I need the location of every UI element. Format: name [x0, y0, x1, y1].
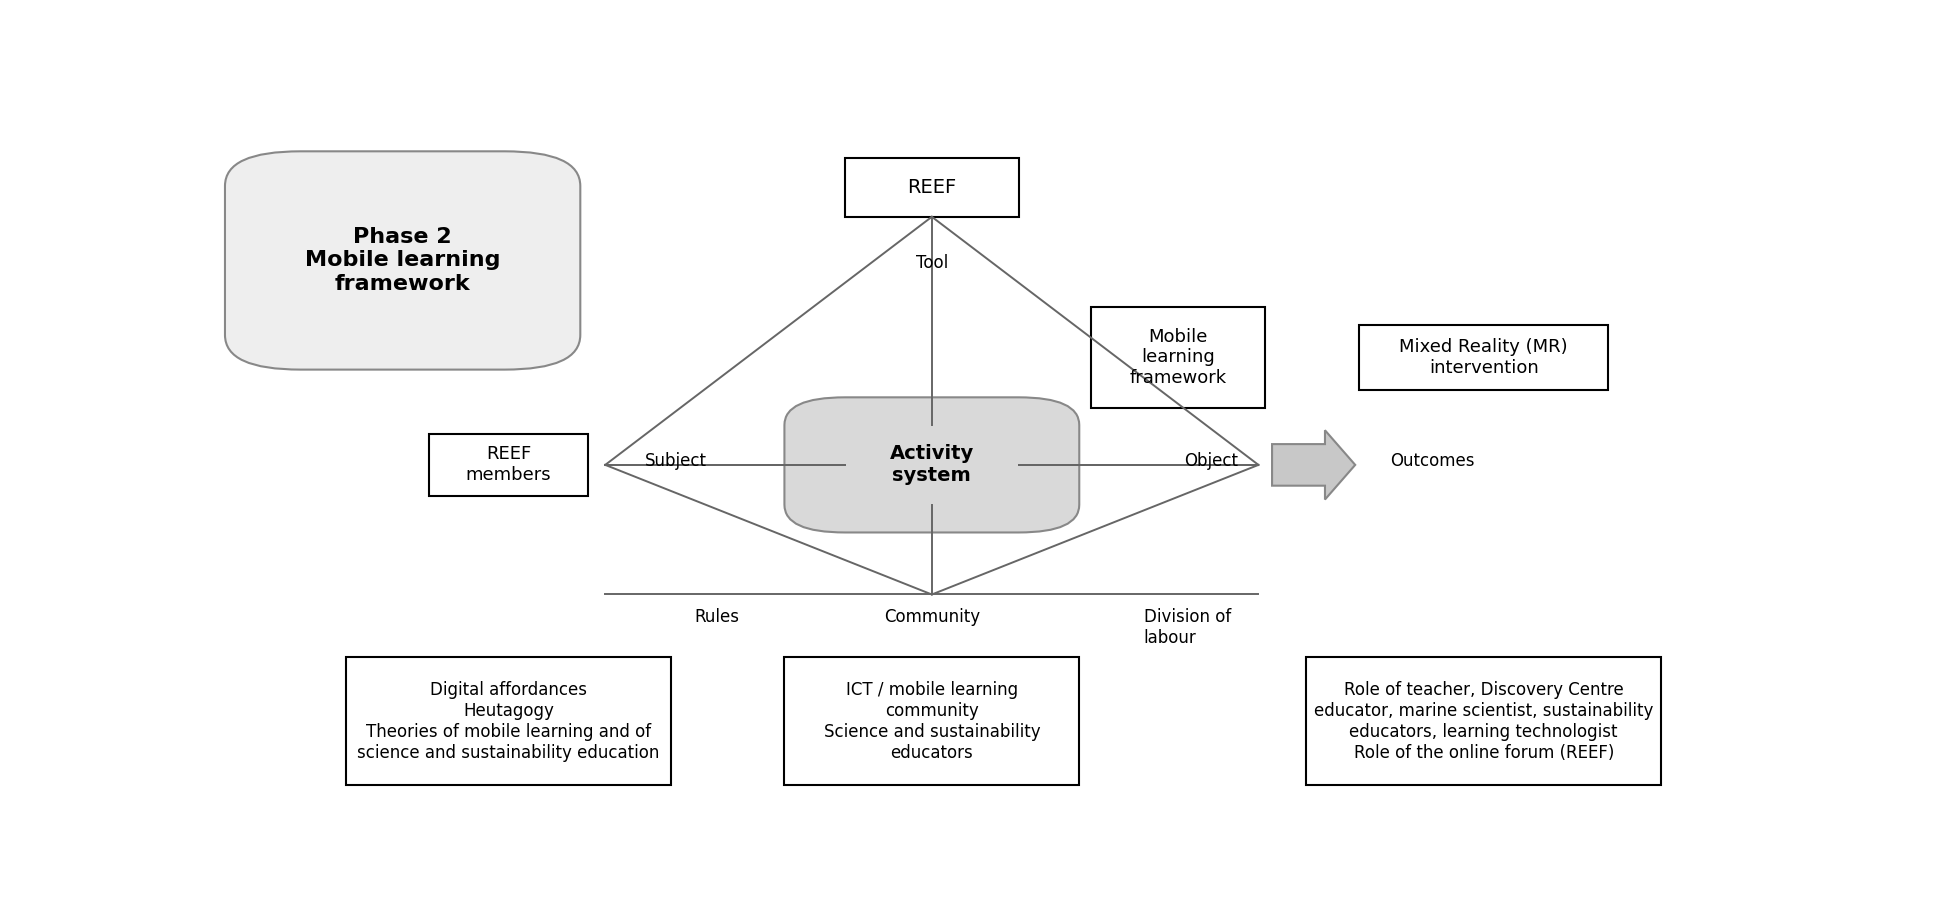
FancyBboxPatch shape — [784, 397, 1079, 533]
Text: REEF: REEF — [907, 178, 956, 197]
Bar — [784, 657, 1079, 786]
Bar — [429, 434, 587, 496]
Text: Subject: Subject — [646, 453, 708, 471]
Text: REEF
members: REEF members — [466, 446, 552, 484]
Text: Object: Object — [1184, 453, 1239, 471]
Text: ICT / mobile learning
community
Science and sustainability
educators: ICT / mobile learning community Science … — [823, 681, 1040, 761]
FancyBboxPatch shape — [224, 151, 579, 370]
Text: Digital affordances
Heutagogy
Theories of mobile learning and of
science and sus: Digital affordances Heutagogy Theories o… — [357, 681, 659, 761]
Text: Activity
system: Activity system — [890, 445, 974, 485]
Text: Division of
labour: Division of labour — [1143, 608, 1231, 647]
Bar — [1360, 325, 1608, 391]
Text: Mobile
learning
framework: Mobile learning framework — [1130, 328, 1227, 387]
Text: Community: Community — [884, 608, 979, 626]
Text: Outcomes: Outcomes — [1389, 453, 1475, 471]
Bar — [1091, 307, 1266, 408]
Bar — [1305, 657, 1662, 786]
Bar — [345, 657, 671, 786]
Text: Tool: Tool — [915, 254, 948, 272]
Text: Phase 2
Mobile learning
framework: Phase 2 Mobile learning framework — [304, 228, 499, 293]
Bar — [845, 158, 1018, 217]
Polygon shape — [1272, 430, 1356, 500]
Text: Rules: Rules — [695, 608, 739, 626]
Text: Role of teacher, Discovery Centre
educator, marine scientist, sustainability
edu: Role of teacher, Discovery Centre educat… — [1315, 681, 1652, 761]
Text: Mixed Reality (MR)
intervention: Mixed Reality (MR) intervention — [1399, 338, 1569, 377]
